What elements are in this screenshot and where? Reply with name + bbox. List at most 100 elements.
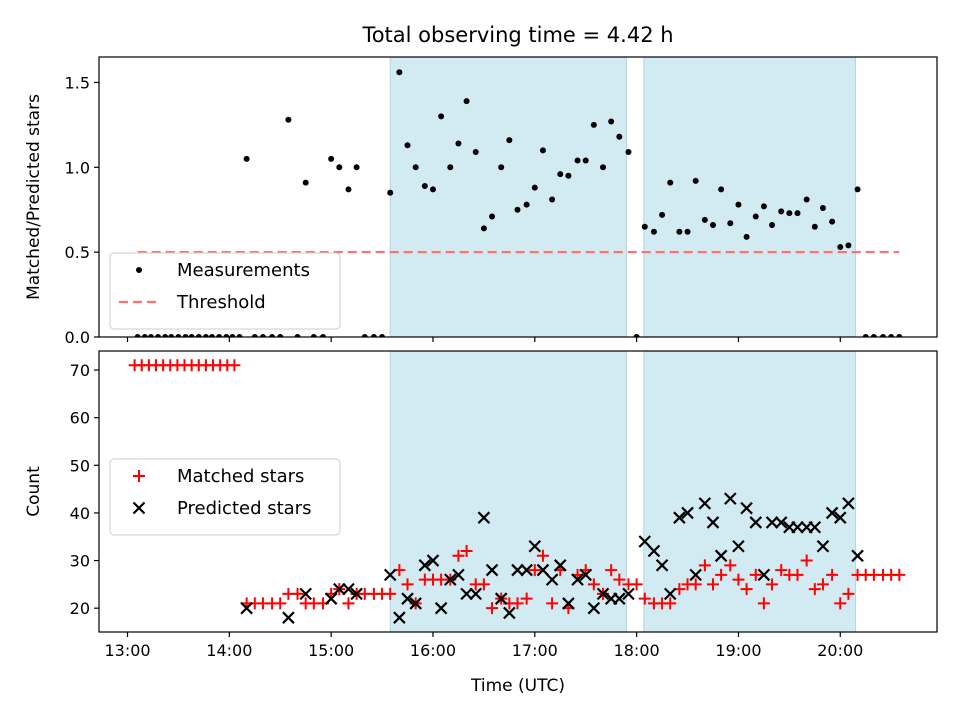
matched-star-point [800,554,813,567]
matched-star-point [546,597,559,610]
predicted-star-point [299,587,312,601]
measurement-point [320,334,327,337]
top-panel: 0.0 0.5 1.0 1.5 Matched/Predicted stars Measu… [24,56,938,347]
measurement-point [819,205,826,212]
measurement-point [353,164,360,171]
measurement-point [455,140,462,147]
predicted-star-point [851,549,864,563]
predicted-star-point [596,587,610,601]
predicted-star-point [673,511,686,524]
measurement-point [794,210,801,217]
measurement-point [236,334,243,337]
measurement-point [803,196,810,203]
predicted-star-point [825,506,839,520]
matched-star-point [638,592,651,605]
matched-star-point [808,583,821,596]
measurement-point [277,334,284,337]
measurement-point [600,164,607,171]
measurement-point [162,334,169,337]
matched-star-point [342,597,355,610]
matched-star-point [826,568,839,581]
predicted-star-point [638,535,652,548]
matched-star-point [452,549,465,562]
matched-star-point [613,573,626,586]
measurement-point [786,210,793,217]
matched-star-point [816,578,829,591]
matched-star-point [274,597,287,610]
observing-interval-1 [389,57,627,337]
predicted-star-point [698,497,712,510]
measurement-point [498,164,505,171]
matched-star-point [477,578,490,591]
measurement-point [880,334,887,337]
measurement-point [641,223,648,230]
measurement-point [294,334,301,337]
matched-star-point [749,568,762,581]
measurement-point [574,157,581,164]
y-axis-label: Matched/Predicted stars [24,94,44,300]
legend: Matched stars Predicted stars [109,458,341,536]
matched-star-point [698,559,711,572]
matched-star-point [511,597,524,610]
measurement-point [463,98,470,105]
matched-star-point [291,587,304,600]
matched-star-point [384,587,397,600]
predicted-star-point [681,506,694,520]
panel-frame [98,350,938,633]
y-tick-label: 0.5 [65,243,90,262]
panel-frame [98,56,938,338]
matched-star-point [228,359,241,372]
measurement-point [328,155,335,162]
predicted-star-point [485,563,499,577]
legend-predicted-swatch [132,501,146,515]
measurement-point [182,334,189,337]
x-tick-label: 17:00 [512,641,558,660]
predicted-star-point [587,601,601,615]
measurement-point [429,186,436,193]
predicted-star-point [282,611,295,624]
measurement-point [829,218,836,225]
legend-box [109,252,341,330]
observing-interval-1 [389,351,627,632]
predicted-star-point [732,539,745,553]
predicted-star-point [528,539,542,553]
measurement-point [743,233,750,240]
measurement-point [387,189,394,196]
matched-star-point [460,545,473,558]
measurement-point [302,179,309,186]
predicted-star-point [401,592,414,605]
predicted-star-point [511,563,524,577]
matched-star-point [732,573,745,586]
measurement-point [718,186,725,193]
measurement-point [549,196,556,203]
matched-star-point [893,568,906,581]
measurement-point [147,334,154,337]
measurement-point [345,186,352,193]
measurement-point [667,179,674,186]
predicted-star-point [663,587,677,601]
measurement-point [310,334,317,337]
measurement-point [361,334,368,337]
predicted-star-point [579,568,592,582]
x-tick-label: 15:00 [308,641,354,660]
measurement-point [539,147,546,154]
predicted-star-point [418,559,432,572]
predicted-star-point [240,601,253,615]
measurement-point [195,334,202,337]
predicted-star-point [774,516,788,529]
matched-star-point [740,583,753,596]
measurement-point [447,164,454,171]
measurement-point [269,334,276,337]
measurement-point [845,242,852,249]
matched-star-point [664,597,677,610]
matched-star-point [706,578,719,591]
predicted-star-point [350,587,363,601]
matched-star-point [791,568,804,581]
y-tick-label: 30 [70,552,90,571]
y-axis-label: Count [24,466,44,517]
predicted-star-point [714,549,728,563]
predicted-star-point [622,587,635,601]
y-tick-label: 50 [70,456,90,475]
matched-star-point [528,564,541,577]
